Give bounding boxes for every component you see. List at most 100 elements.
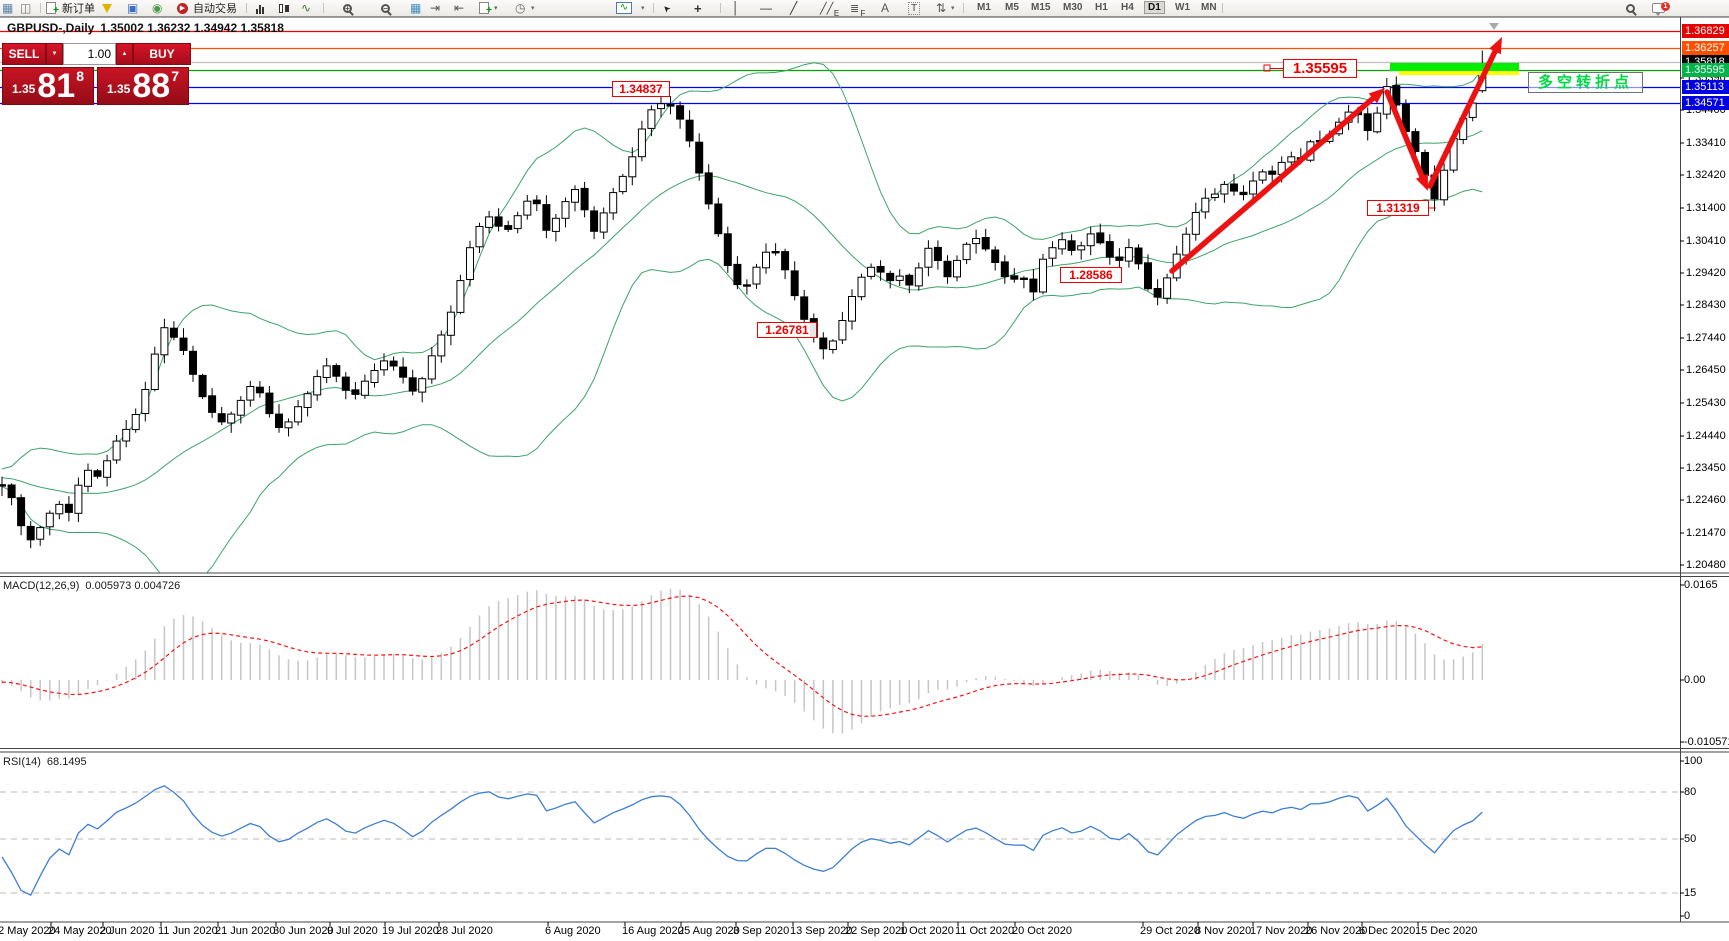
date-axis-label: 17 Nov 2020 (1250, 925, 1313, 937)
toolbar-caret[interactable]: ▾ (951, 5, 955, 12)
tf-m5[interactable]: M5 (1005, 2, 1019, 13)
date-axis-label: 22 Sep 2020 (845, 925, 908, 937)
volume-increase-button[interactable]: ▲ (116, 43, 133, 65)
chat-icon[interactable]: 1 (1652, 1, 1670, 16)
rsi-name: RSI(14) (3, 756, 41, 768)
line-chart-icon[interactable]: ∿ (301, 1, 312, 15)
zoom-out-icon[interactable]: − (381, 1, 392, 16)
templates-button[interactable]: + (479, 1, 492, 16)
date-axis-label: 2 Jun 2020 (100, 925, 155, 937)
chart-shift-icon[interactable]: ⇤ (454, 1, 465, 15)
date-axis-label: 12 May 2020 (0, 925, 56, 937)
tile-windows-icon[interactable]: ▦ (410, 1, 422, 15)
price-annotation-label[interactable]: 1.28586 (1060, 267, 1122, 283)
buy-price-prefix: 1.35 (107, 82, 131, 96)
data-window-icon[interactable]: ▣ (127, 1, 139, 15)
date-axis-label: 24 May 2020 (48, 925, 112, 937)
price-annotation-label[interactable]: 1.31319 (1367, 200, 1429, 216)
macd-axis-tick: 0.00 (1684, 674, 1706, 686)
bull-bear-turning-point-note[interactable]: 多空转折点 (1528, 72, 1643, 93)
date-axis-label: 6 Dec 2020 (1359, 925, 1416, 937)
toolbar-caret[interactable]: ▾ (494, 5, 498, 12)
sell-button[interactable]: SELL (2, 43, 46, 65)
text-tool[interactable]: A (881, 1, 890, 15)
price-axis-tick: 1.21470 (1686, 527, 1726, 539)
macd-axis-tick: -0.010571 (1684, 736, 1729, 748)
market-watch-icon[interactable] (102, 1, 112, 15)
tf-m15[interactable]: M15 (1031, 2, 1051, 13)
tf-h1[interactable]: H1 (1095, 2, 1108, 13)
zoom-in-icon[interactable]: + (343, 1, 354, 16)
rsi-axis-tick: 50 (1684, 833, 1697, 845)
bar-chart-icon[interactable] (256, 1, 265, 15)
scroll-to-end-icon[interactable]: ⇥ (430, 1, 441, 15)
toolbar-separator (246, 3, 247, 13)
volume-input[interactable] (63, 43, 116, 65)
price-level-tag: 1.34571 (1682, 96, 1729, 110)
cursor-tool[interactable]: ➤ (660, 2, 673, 15)
date-axis-label: 16 Aug 2020 (622, 925, 684, 937)
vertical-line-tool[interactable]: │ (732, 1, 740, 15)
indicators-button[interactable]: ∿ (616, 1, 632, 15)
toolbar-caret[interactable]: ▾ (531, 5, 535, 12)
text-label-tool[interactable]: T (908, 1, 921, 15)
sell-price-tile[interactable]: 1.35 81 8 (2, 67, 94, 105)
tf-m30[interactable]: M30 (1063, 2, 1083, 13)
new-order-button[interactable]: + (46, 1, 59, 16)
crosshair-tool[interactable]: + (694, 0, 702, 16)
print-preview-icon[interactable]: ◫ (20, 1, 32, 15)
price-axis-tick: 1.26450 (1686, 364, 1726, 376)
tf-mn[interactable]: MN (1201, 2, 1217, 13)
price-axis-tick: 1.25430 (1686, 397, 1726, 409)
price-level-tag: 1.35595 (1682, 63, 1729, 77)
chart-window-icon[interactable]: ▦ (2, 1, 14, 15)
date-axis-label: 6 Aug 2020 (545, 925, 601, 937)
toolbar-caret[interactable]: ▾ (641, 5, 645, 12)
chart-symbol: GBPUSD-,Daily (7, 21, 95, 35)
period-clock-icon[interactable]: ◷ (515, 1, 526, 15)
toolbar-separator (40, 3, 41, 13)
rsi-axis-tick: 0 (1684, 910, 1691, 922)
channel-tool[interactable]: ╱╱ E (820, 2, 840, 18)
date-axis-label: 30 Jun 2020 (273, 925, 334, 937)
date-axis-label: 21 Jun 2020 (215, 925, 276, 937)
rsi-axis-tick: 100 (1684, 755, 1703, 767)
date-axis-label: 15 Dec 2020 (1415, 925, 1478, 937)
tf-d1[interactable]: D1 (1144, 1, 1165, 14)
candlestick-chart-icon[interactable] (279, 1, 289, 15)
volume-decrease-button[interactable]: ▼ (46, 43, 63, 65)
date-axis-label: 29 Oct 2020 (1140, 925, 1200, 937)
fibonacci-tool[interactable]: ≣ F (850, 2, 866, 18)
price-axis-tick: 1.22460 (1686, 494, 1726, 506)
macd-label: MACD(12,26,9) 0.005973 0.004726 (3, 580, 186, 592)
buy-button[interactable]: BUY (133, 43, 191, 65)
trendline-tool[interactable]: ╱ (790, 1, 798, 15)
chart-ohlc: 1.35002 1.36232 1.34942 1.35818 (100, 21, 284, 35)
notification-badge: 1 (1661, 2, 1670, 11)
buy-price-pip: 7 (171, 68, 179, 84)
toolbar-separator (653, 3, 654, 13)
macd-axis-tick: 0.0165 (1684, 579, 1718, 591)
price-axis-tick: 1.28430 (1686, 299, 1726, 311)
price-annotation-label[interactable]: 1.35595 (1283, 59, 1357, 78)
date-axis-label: 28 Jul 2020 (436, 925, 493, 937)
tf-w1[interactable]: W1 (1175, 2, 1190, 13)
tf-h4[interactable]: H4 (1121, 2, 1134, 13)
date-axis-label: 11 Oct 2020 (955, 925, 1015, 937)
toolbar-separator (963, 3, 964, 13)
horizontal-line-tool[interactable]: — (760, 1, 772, 15)
price-annotation-label[interactable]: 1.26781 (757, 322, 817, 338)
arrows-tool[interactable]: ⇅ (936, 1, 947, 15)
price-axis-tick: 1.27440 (1686, 332, 1726, 344)
price-annotation-label[interactable]: 1.34837 (612, 81, 670, 97)
search-icon[interactable] (1626, 1, 1637, 16)
signals-icon[interactable]: ◉ (152, 1, 163, 15)
buy-price-tile[interactable]: 1.35 88 7 (97, 67, 189, 105)
autotrading-button[interactable]: ▶ (177, 1, 188, 15)
rsi-label: RSI(14) 68.1495 (3, 756, 93, 768)
macd-name: MACD(12,26,9) (3, 580, 80, 592)
tf-m1[interactable]: M1 (977, 2, 991, 13)
